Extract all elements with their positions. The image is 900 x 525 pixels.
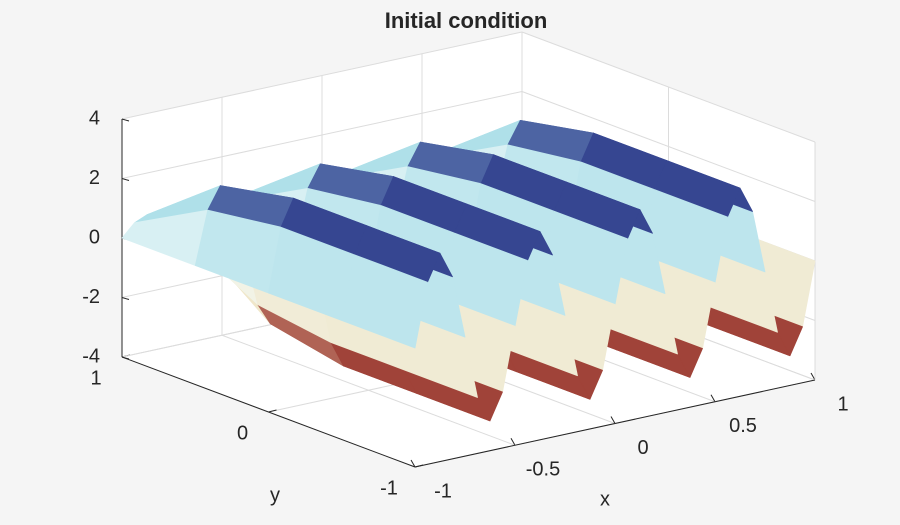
x-tick-label: -0.5 bbox=[526, 459, 560, 481]
z-tick-label: 4 bbox=[89, 107, 100, 129]
y-axis bbox=[121, 356, 416, 468]
x-tick bbox=[810, 372, 816, 381]
y-tick-label: 0 bbox=[237, 422, 248, 444]
x-axis-label: x bbox=[600, 488, 610, 510]
grid-line bbox=[521, 31, 816, 143]
x-tick-label: 1 bbox=[837, 393, 848, 415]
x-axis bbox=[414, 379, 816, 468]
z-tick-label: 2 bbox=[89, 167, 100, 189]
z-tick-label: -4 bbox=[82, 345, 100, 367]
z-tick bbox=[121, 118, 130, 122]
chart-title: Initial condition bbox=[385, 8, 548, 33]
x-tick-label: 0 bbox=[637, 437, 648, 459]
y-tick-label: 1 bbox=[90, 367, 101, 389]
x-tick-label: -1 bbox=[434, 480, 452, 502]
x-tick bbox=[610, 416, 616, 424]
z-tick bbox=[121, 178, 130, 181]
z-tick bbox=[121, 297, 130, 300]
x-tick-label: 0.5 bbox=[729, 415, 757, 437]
y-tick bbox=[268, 409, 277, 413]
z-tick-label: -2 bbox=[82, 286, 100, 308]
grid-line bbox=[121, 31, 523, 120]
y-tick-label: -1 bbox=[380, 477, 398, 499]
x-tick bbox=[510, 438, 516, 446]
x-tick bbox=[710, 394, 716, 402]
grid-line bbox=[121, 91, 523, 179]
surface-patch bbox=[341, 254, 428, 349]
z-tick-label: 0 bbox=[89, 226, 100, 248]
x-tick bbox=[410, 459, 416, 468]
y-axis-label: y bbox=[270, 484, 280, 506]
grid-line bbox=[521, 91, 816, 202]
